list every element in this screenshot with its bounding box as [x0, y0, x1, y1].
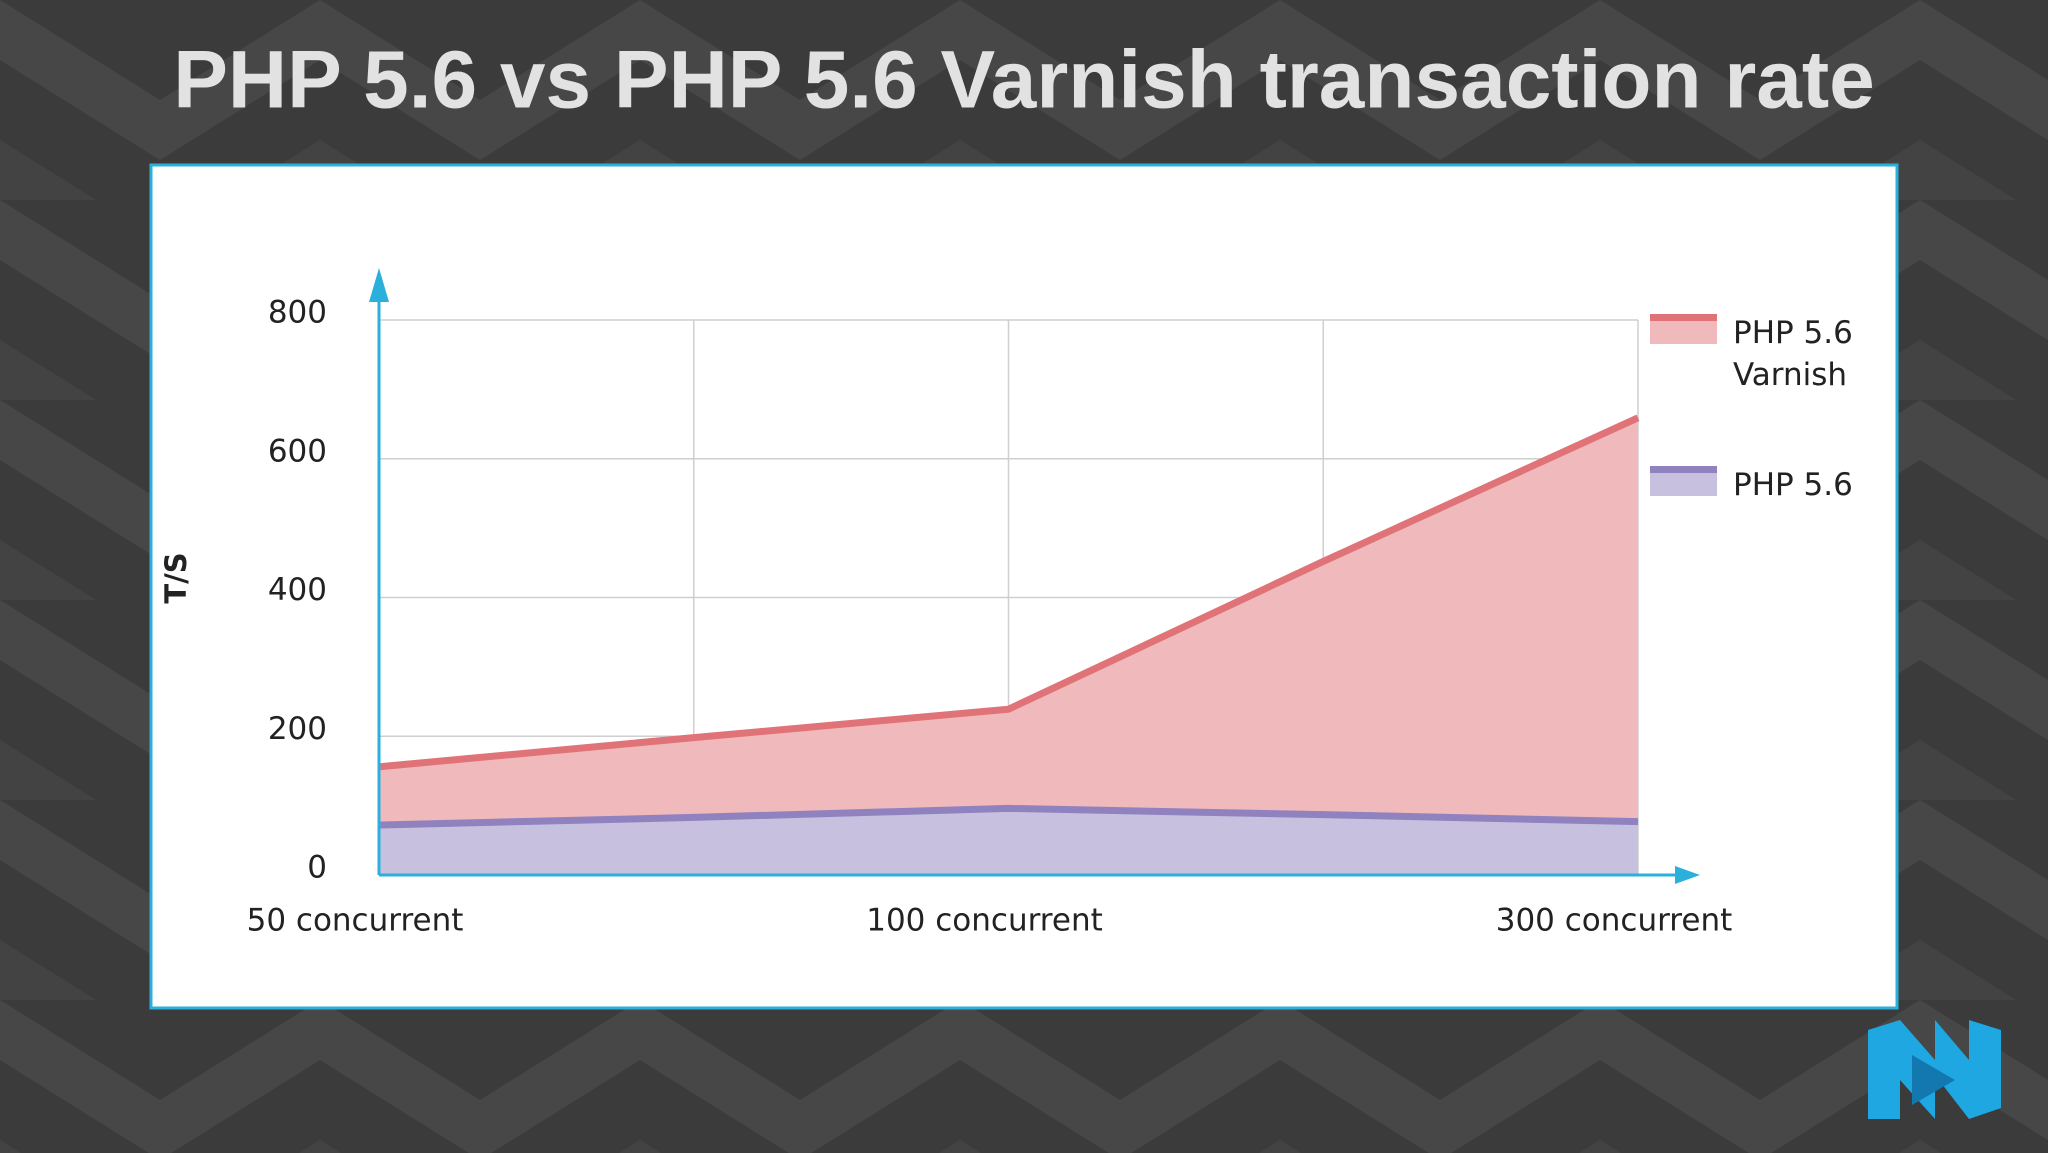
- y-tick-label: 600: [268, 433, 327, 469]
- line: [378, 414, 1640, 771]
- legend: PHP 5.6 Varnish PHP 5.6: [1650, 312, 1870, 574]
- legend-swatch: [1650, 466, 1717, 496]
- x-tick-label: 50 concurrent: [247, 903, 464, 939]
- legend-entry: PHP 5.6: [1650, 464, 1870, 506]
- legend-label: PHP 5.6 Varnish: [1733, 315, 1853, 393]
- y-tick-label: 0: [307, 850, 327, 886]
- y-axis-label: T/S: [159, 552, 193, 603]
- logo-mid: [1912, 1055, 1955, 1105]
- plot: 0 200 400 600 800 50 concurrent 100 concurrent…: [247, 268, 1733, 939]
- legend-label: PHP 5.6: [1733, 467, 1853, 503]
- area: [379, 417, 1638, 875]
- y-tick-label: 800: [268, 295, 327, 331]
- area: [379, 808, 1638, 875]
- logo-right: [1935, 1020, 2001, 1119]
- title: PHP 5.6 vs PHP 5.6 Varnish transaction r…: [173, 35, 1875, 126]
- x-axis-arrow: [1675, 866, 1700, 884]
- logo: [1868, 1020, 2001, 1119]
- x-tick-label: 100 concurrent: [866, 903, 1103, 939]
- y-axis-arrow: [369, 268, 389, 302]
- legend-swatch: [1650, 314, 1717, 344]
- legend-entry: PHP 5.6 Varnish: [1650, 312, 1870, 396]
- line: [378, 804, 1639, 829]
- x-tick-label: 300 concurrent: [1496, 903, 1733, 939]
- y-tick-label: 400: [268, 572, 327, 608]
- y-tick-label: 200: [268, 711, 327, 747]
